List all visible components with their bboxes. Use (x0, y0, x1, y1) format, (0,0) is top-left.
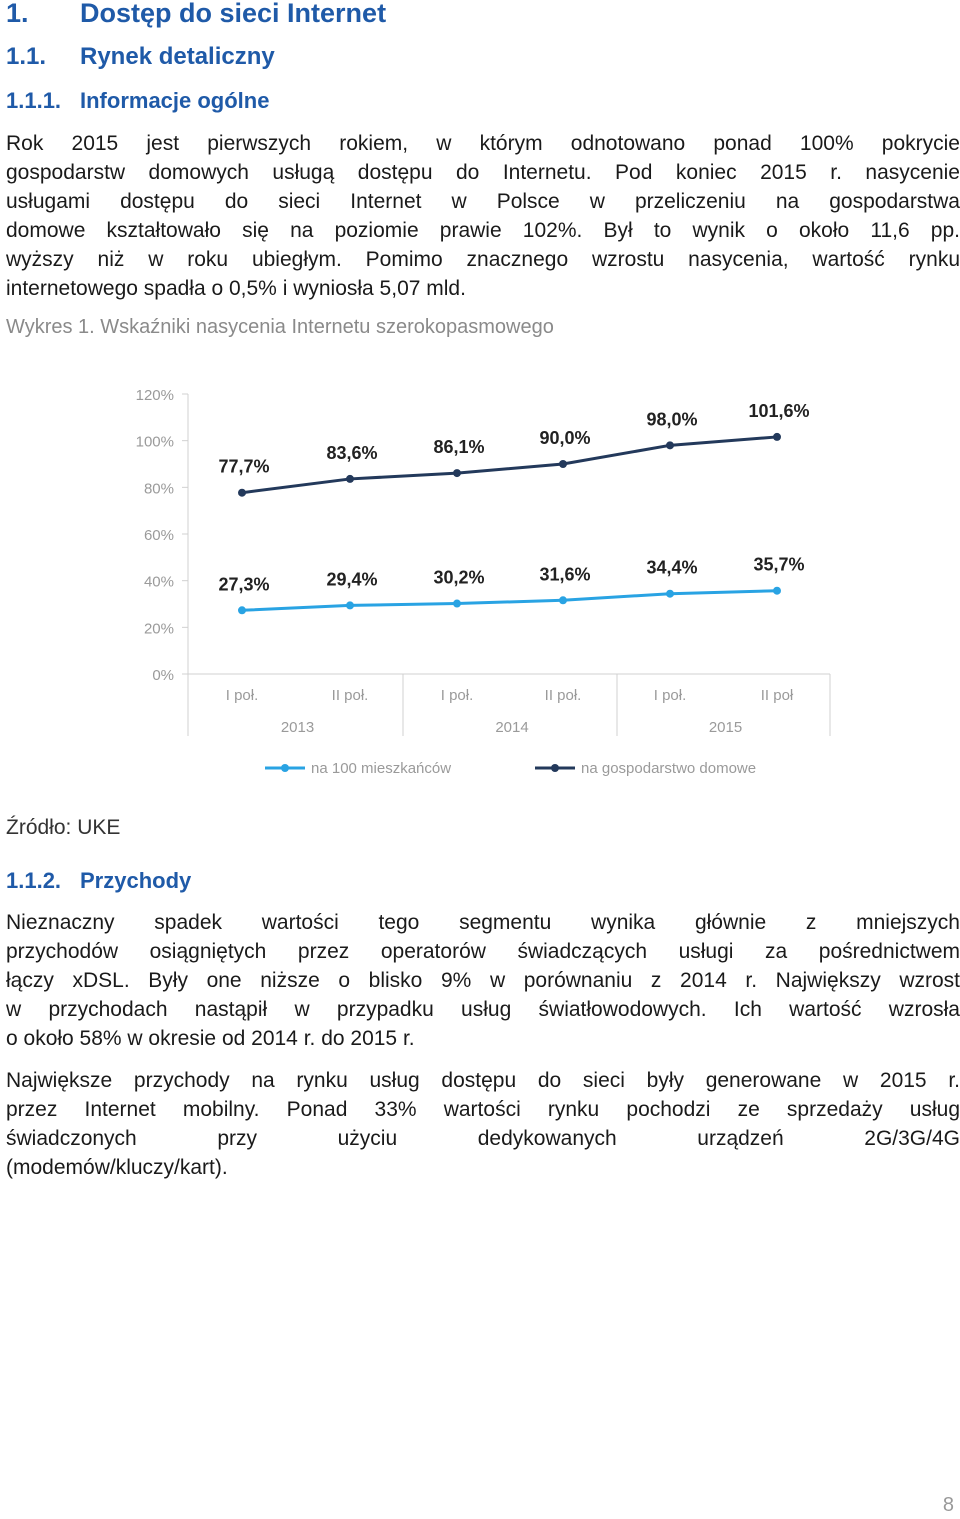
section-heading-1-1-1: 1.1.1. Informacje ogólne (6, 88, 269, 114)
section-number: 1.1. (6, 43, 47, 70)
series-line (241, 589, 778, 612)
legend-marker (551, 764, 559, 772)
data-label: 29,4% (326, 569, 377, 589)
paragraph-line: przychodów osiągniętych przez operatorów… (6, 940, 960, 963)
x-tick-label: II poł (761, 687, 794, 704)
x-tick-label: II poł. (545, 687, 582, 704)
paragraph-line: internetowego spadła o 0,5% i wyniosła 5… (6, 277, 466, 300)
y-tick-label: 20% (144, 620, 174, 637)
section-number: 1. (6, 0, 29, 28)
y-tick-label: 0% (152, 667, 174, 684)
section-title: Przychody (80, 868, 192, 893)
data-label: 98,0% (646, 409, 697, 429)
paragraph-line: przez Internet mobilny. Ponad 33% wartoś… (6, 1098, 960, 1121)
paragraph-line: (modemów/kluczy/kart). (6, 1156, 228, 1179)
legend-marker (281, 764, 289, 772)
data-point (666, 589, 674, 598)
data-point (666, 441, 674, 450)
source-note: Źródło: UKE (6, 816, 121, 839)
data-point (453, 599, 461, 608)
paragraph-line: w przychodach nastąpił w przypadku usług… (6, 998, 960, 1021)
paragraph-line: łączy xDSL. Były one niższe o blisko 9% … (6, 969, 960, 992)
data-point (773, 586, 781, 595)
data-label: 27,3% (218, 574, 269, 594)
x-tick-label: I poł. (654, 687, 687, 704)
paragraph-line: świadczonych przy użyciu dedykowanych ur… (6, 1127, 960, 1150)
legend-label: na gospodarstwo domowe (581, 760, 756, 777)
paragraph-intro: Rok 2015 jest pierwszych rokiem, w który… (6, 129, 960, 303)
section-number: 1.1.1. (6, 88, 62, 113)
data-point (773, 432, 781, 441)
x-group-label: 2013 (281, 719, 314, 736)
section-heading-1-1: 1.1. Rynek detaliczny (6, 43, 275, 71)
data-label: 30,2% (433, 568, 484, 588)
series-line (241, 435, 778, 495)
legend-label: na 100 mieszkańców (311, 760, 451, 777)
paragraph-line: Rok 2015 jest pierwszych rokiem, w który… (6, 132, 960, 155)
paragraph-mobile: Największe przychody na rynku usług dost… (6, 1066, 960, 1182)
chart-caption: Wykres 1. Wskaźniki nasycenia Internetu … (6, 316, 554, 338)
page-number: 8 (942, 1494, 954, 1516)
section-title: Informacje ogólne (80, 88, 270, 113)
data-point (559, 460, 567, 468)
paragraph-line: usługami dostępu do sieci Internet w Pol… (6, 190, 960, 213)
y-tick-label: 60% (144, 527, 174, 544)
data-point (346, 601, 354, 610)
paragraph-line: wyższy niż w roku ubiegłym. Pomimo znacz… (6, 248, 960, 271)
data-label: 83,6% (326, 443, 377, 463)
data-label: 90,0% (539, 428, 590, 448)
y-tick-label: 80% (144, 480, 174, 497)
y-tick-label: 100% (136, 434, 174, 451)
x-tick-label: I poł. (441, 687, 474, 704)
data-label: 101,6% (748, 401, 809, 421)
data-point (238, 606, 246, 615)
data-label: 31,6% (539, 564, 590, 584)
data-label: 86,1% (433, 437, 484, 457)
x-group-label: 2015 (709, 719, 742, 736)
data-label: 35,7% (753, 555, 804, 575)
paragraph-line: Nieznaczny spadek wartości tego segmentu… (6, 911, 960, 934)
paragraph-line: gospodarstw domowych usługą dostępu do I… (6, 161, 960, 184)
x-tick-label: I poł. (226, 687, 259, 704)
y-tick-label: 40% (144, 574, 174, 591)
section-number: 1.1.2. (6, 868, 62, 893)
y-tick-label: 120% (136, 387, 174, 404)
data-point (238, 488, 246, 497)
section-heading-1: 1. Dostęp do sieci Internet (6, 0, 386, 29)
section-heading-1-1-2: 1.1.2. Przychody (6, 868, 191, 894)
data-point (559, 596, 567, 605)
section-title: Rynek detaliczny (80, 43, 275, 70)
x-tick-label: II poł. (332, 687, 369, 704)
data-point (453, 469, 461, 478)
section-title: Dostęp do sieci Internet (80, 0, 387, 28)
x-group-label: 2014 (495, 719, 528, 736)
data-label: 77,7% (218, 457, 269, 477)
paragraph-revenue: Nieznaczny spadek wartości tego segmentu… (6, 908, 960, 1053)
saturation-line-chart: 0% 20% 40% 60% 80% 100% 120% I poł. II poł. I po… (136, 387, 831, 777)
paragraph-line: Największe przychody na rynku usług dost… (6, 1069, 960, 1092)
paragraph-line: domowe kształtowało się na poziomie praw… (6, 219, 960, 242)
data-point (346, 474, 354, 483)
data-label: 34,4% (646, 558, 697, 578)
paragraph-line: o około 58% w okresie od 2014 r. do 2015… (6, 1027, 415, 1050)
